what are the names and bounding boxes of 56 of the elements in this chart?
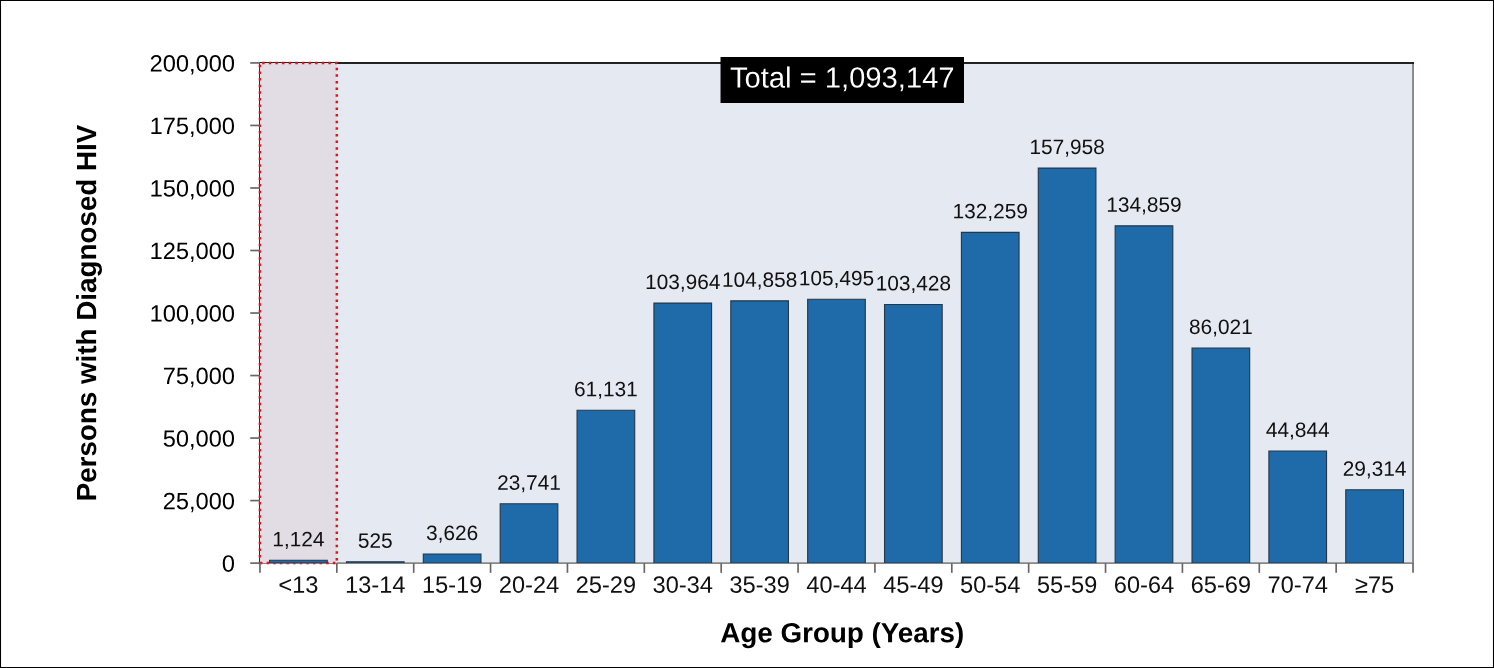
bar [1037, 167, 1097, 564]
bar [653, 302, 713, 564]
data-label: 525 [358, 533, 392, 548]
data-label: 61,131 [575, 381, 637, 399]
annotation: Total = 1,093,147 [730, 66, 954, 92]
x-tick-label: 30-34 [653, 576, 713, 593]
x-tick-label: 45-49 [883, 576, 943, 593]
y-tick-label: 200,000 [150, 54, 235, 75]
bar [499, 503, 559, 564]
data-label: 23,741 [498, 475, 560, 493]
x-tick-label: 65-69 [1191, 576, 1250, 593]
y-tick-label: 125,000 [151, 242, 235, 263]
y-axis-title: Persons with Diagnosed HIV [75, 124, 102, 500]
x-tick-label: 70-74 [1268, 576, 1328, 593]
data-label: 104,858 [723, 272, 797, 290]
bar [960, 231, 1020, 564]
x-tick-label: 25-29 [576, 576, 635, 593]
data-label: 132,259 [954, 203, 1027, 221]
x-tick-label: 55-59 [1037, 576, 1097, 593]
y-tick-label: 100,000 [151, 305, 235, 325]
x-tick-label: 35-39 [730, 576, 789, 593]
bar [1268, 450, 1328, 564]
bar [730, 300, 790, 564]
bar [883, 303, 943, 564]
y-tick-label: 0 [222, 555, 235, 572]
y-tick-label: 25,000 [163, 492, 235, 513]
bar [807, 298, 866, 564]
data-label: 105,495 [800, 270, 874, 288]
x-tick-label: <13 [279, 576, 318, 593]
data-label: 29,314 [1343, 461, 1406, 479]
data-label: 86,021 [1189, 319, 1252, 337]
bar [1114, 225, 1174, 564]
bar [422, 553, 482, 564]
y-tick-label: 75,000 [163, 367, 235, 388]
bar [269, 559, 328, 564]
data-label: 103,428 [877, 275, 951, 294]
x-axis-title: Age Group (Years) [721, 622, 963, 649]
y-tick-label: 50,000 [163, 430, 235, 450]
bar [1191, 347, 1251, 564]
data-label: 134,859 [1107, 197, 1181, 215]
x-tick-label: 20-24 [500, 576, 559, 593]
x-tick-label: 13-14 [346, 576, 405, 593]
data-label: 157,958 [1031, 139, 1104, 157]
y-tick-label: 175,000 [151, 117, 235, 138]
bar [576, 409, 636, 564]
data-label: 1,124 [273, 531, 324, 549]
data-label: 103,964 [646, 274, 720, 292]
data-label: 44,844 [1266, 422, 1329, 440]
data-label: 3,626 [426, 525, 478, 543]
x-tick-label: 60-64 [1114, 576, 1174, 593]
x-tick-label: 15-19 [423, 576, 482, 593]
x-tick-label: ≥75 [1355, 576, 1394, 593]
bar [1345, 489, 1404, 564]
x-tick-label: 50-54 [960, 576, 1020, 593]
y-tick-label: 150,000 [151, 180, 235, 200]
x-tick-label: 40-44 [806, 576, 866, 593]
